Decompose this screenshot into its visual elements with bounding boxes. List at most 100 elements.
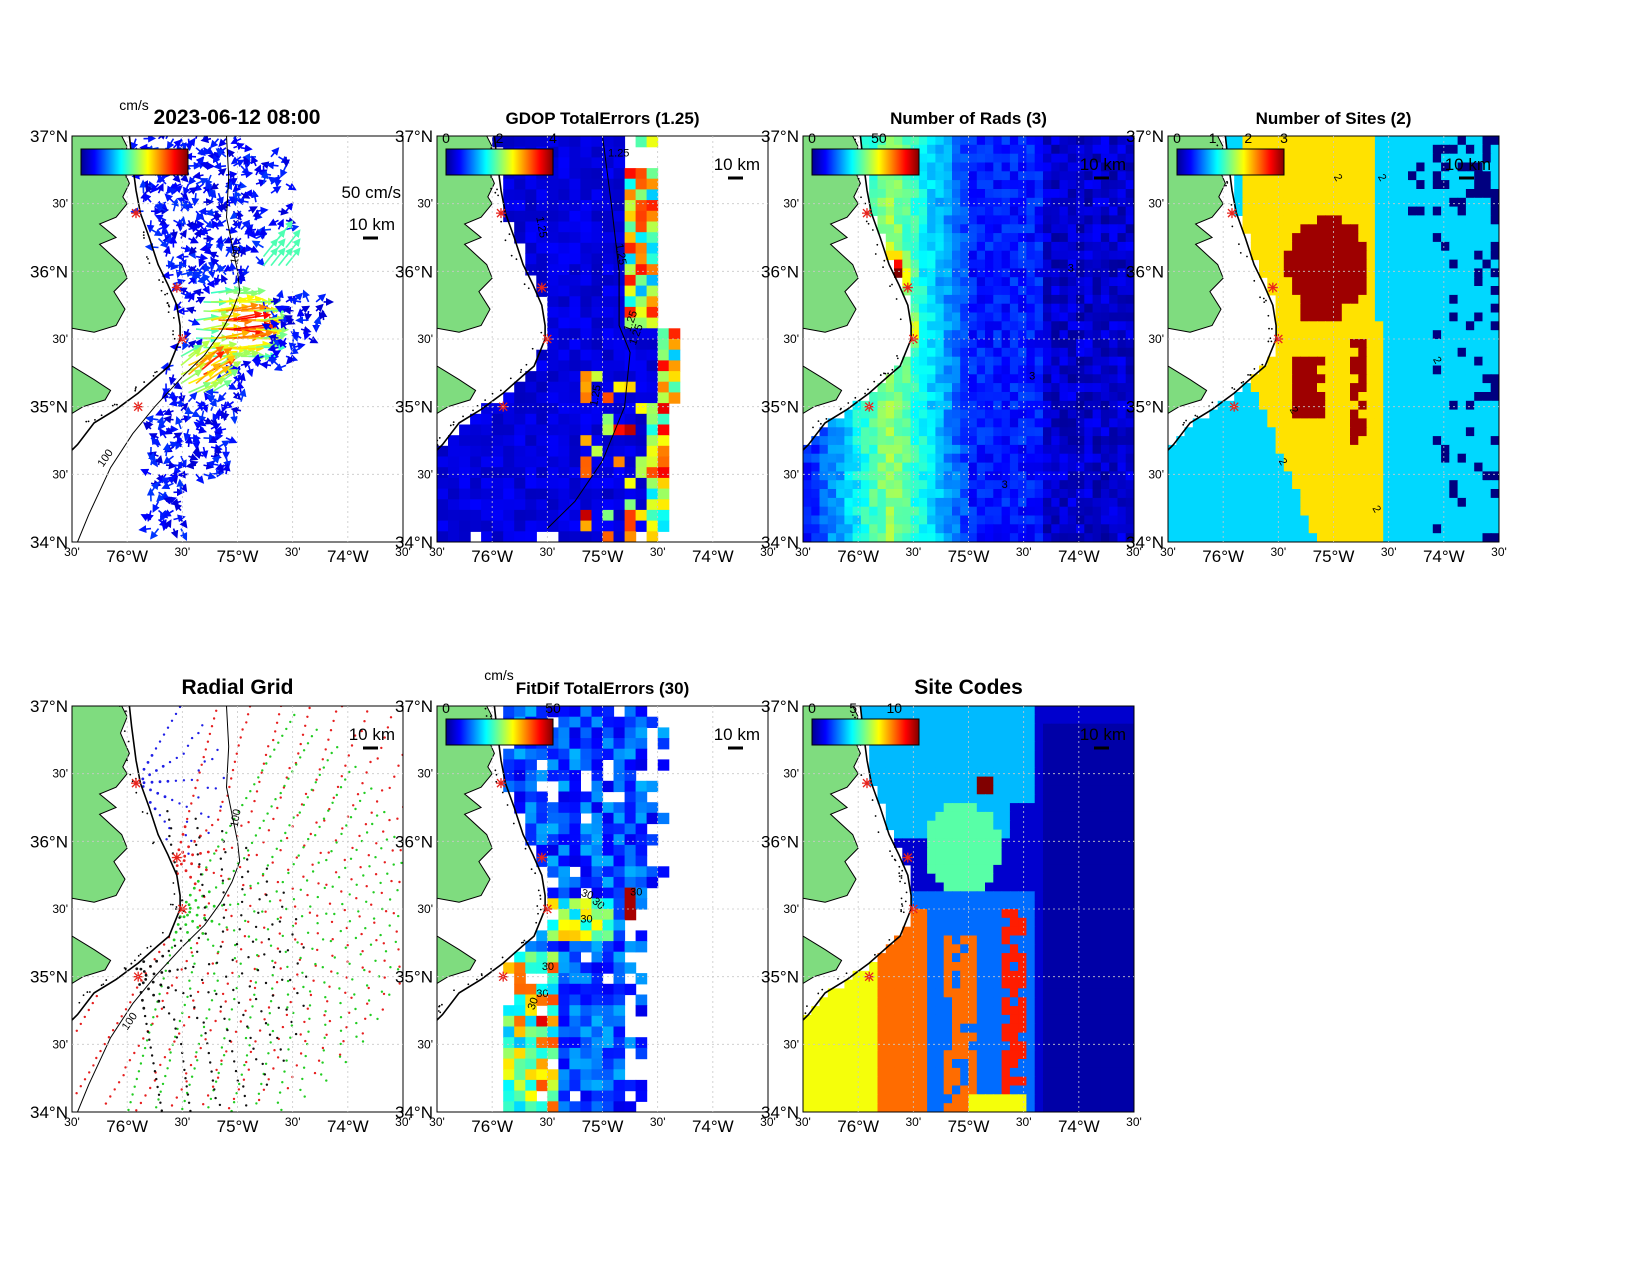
radial-grid-point (198, 771, 201, 774)
heatmap-cell (927, 515, 936, 525)
heatmap-cell (877, 224, 887, 234)
heatmap-cell (1341, 489, 1351, 499)
heatmap-cell (1441, 356, 1450, 367)
heatmap-cell (1449, 383, 1459, 393)
heatmap-cell (1474, 277, 1484, 287)
heatmap-cell (1034, 206, 1044, 216)
heatmap-cell (1383, 497, 1393, 508)
heatmap-cell (894, 427, 903, 437)
heatmap-cell (1358, 453, 1368, 464)
colorbar-tick-label: 3 (1280, 130, 1288, 146)
heatmap-cell (952, 259, 961, 269)
heatmap-cell (1009, 462, 1019, 472)
heatmap-cell (952, 277, 961, 287)
radar-site-marker (130, 208, 141, 219)
heatmap-cell (1292, 303, 1301, 314)
heatmap-cell (580, 274, 592, 287)
heatmap-cell (960, 453, 970, 464)
heatmap-cell (1092, 241, 1102, 252)
heatmap-cell (459, 499, 471, 511)
heatmap-cell (1001, 259, 1011, 269)
heatmap-cell (1474, 347, 1484, 358)
heatmap-cell (1026, 471, 1036, 481)
heatmap-cell (1350, 489, 1359, 499)
radial-grid-point (215, 709, 218, 712)
heatmap-cell (927, 224, 936, 234)
heatmap-cell (1350, 197, 1359, 208)
heatmap-cell (993, 444, 1003, 455)
heatmap-cell (558, 328, 570, 340)
heatmap-cell (935, 444, 945, 455)
heatmap-cell (1482, 436, 1492, 446)
heatmap-cell (1051, 241, 1061, 252)
heatmap-cell (1350, 365, 1359, 375)
heatmap-cell (1465, 136, 1475, 146)
heatmap-cell (1084, 347, 1094, 358)
heatmap-cell (976, 471, 986, 481)
current-vector (195, 313, 220, 322)
heatmap-cell (1067, 171, 1077, 181)
heatmap-cell (1490, 444, 1499, 455)
heatmap-cell (1490, 294, 1499, 305)
heatmap-cell (935, 471, 945, 481)
heatmap-cell (1201, 524, 1210, 534)
heatmap-cell (580, 488, 592, 500)
heatmap-cell (910, 374, 920, 384)
coast-dot (438, 437, 441, 439)
heatmap-cell (985, 312, 994, 322)
heatmap-cell (918, 180, 928, 190)
current-vector (162, 442, 171, 457)
heatmap-cell (1408, 162, 1417, 172)
heatmap-cell (1034, 515, 1044, 525)
heatmap-cell (1117, 480, 1127, 490)
heatmap-cell (1399, 383, 1409, 393)
heatmap-cell (1325, 462, 1335, 472)
heatmap-cell (918, 506, 928, 517)
heatmap-cell (1250, 241, 1260, 252)
lon-tick-label: 30' (906, 545, 922, 559)
current-vector (195, 326, 220, 335)
heatmap-cell (1059, 250, 1069, 261)
heatmap-cell (1283, 347, 1293, 358)
heatmap-cell (1176, 506, 1186, 517)
heatmap-cell (1125, 303, 1134, 314)
heatmap-cell (1283, 339, 1293, 349)
heatmap-cell (943, 444, 953, 455)
current-vector (176, 478, 185, 493)
coast-dot (509, 377, 512, 380)
heatmap-cell (1308, 162, 1318, 172)
heatmap-cell (1018, 365, 1027, 375)
heatmap-cell (1275, 303, 1285, 314)
heatmap-cell (1059, 374, 1069, 384)
heatmap-cell (1100, 524, 1110, 534)
heatmap-cell (1292, 515, 1301, 525)
contour-label: 2 (1331, 172, 1344, 183)
heatmap-cell (1092, 321, 1102, 331)
heatmap-cell (536, 445, 548, 458)
heatmap-cell (1117, 506, 1127, 517)
coast-dot (433, 449, 435, 451)
heatmap-cell (1300, 189, 1310, 199)
heatmap-cell (1341, 215, 1351, 225)
heatmap-cell (1009, 233, 1019, 243)
heatmap-cell (1034, 497, 1044, 508)
lat-tick-label: 30' (1148, 332, 1164, 346)
heatmap-cell (1474, 286, 1484, 296)
heatmap-cell (894, 374, 903, 384)
heatmap-cell (1441, 215, 1450, 225)
heatmap-cell (1399, 480, 1409, 490)
heatmap-cell (935, 365, 945, 375)
heatmap-cell (1092, 515, 1102, 525)
contour-label: 2 (1370, 504, 1383, 515)
heatmap-cell (976, 144, 986, 155)
radial-grid-point (263, 926, 266, 929)
heatmap-cell (844, 489, 854, 499)
heatmap-cell (1051, 374, 1061, 384)
heatmap-cell (514, 200, 526, 212)
current-vector (183, 183, 191, 196)
heatmap-cell (1374, 224, 1384, 234)
heatmap-cell (1432, 462, 1442, 472)
heatmap-cell (935, 162, 945, 172)
heatmap-cell (1117, 189, 1127, 199)
